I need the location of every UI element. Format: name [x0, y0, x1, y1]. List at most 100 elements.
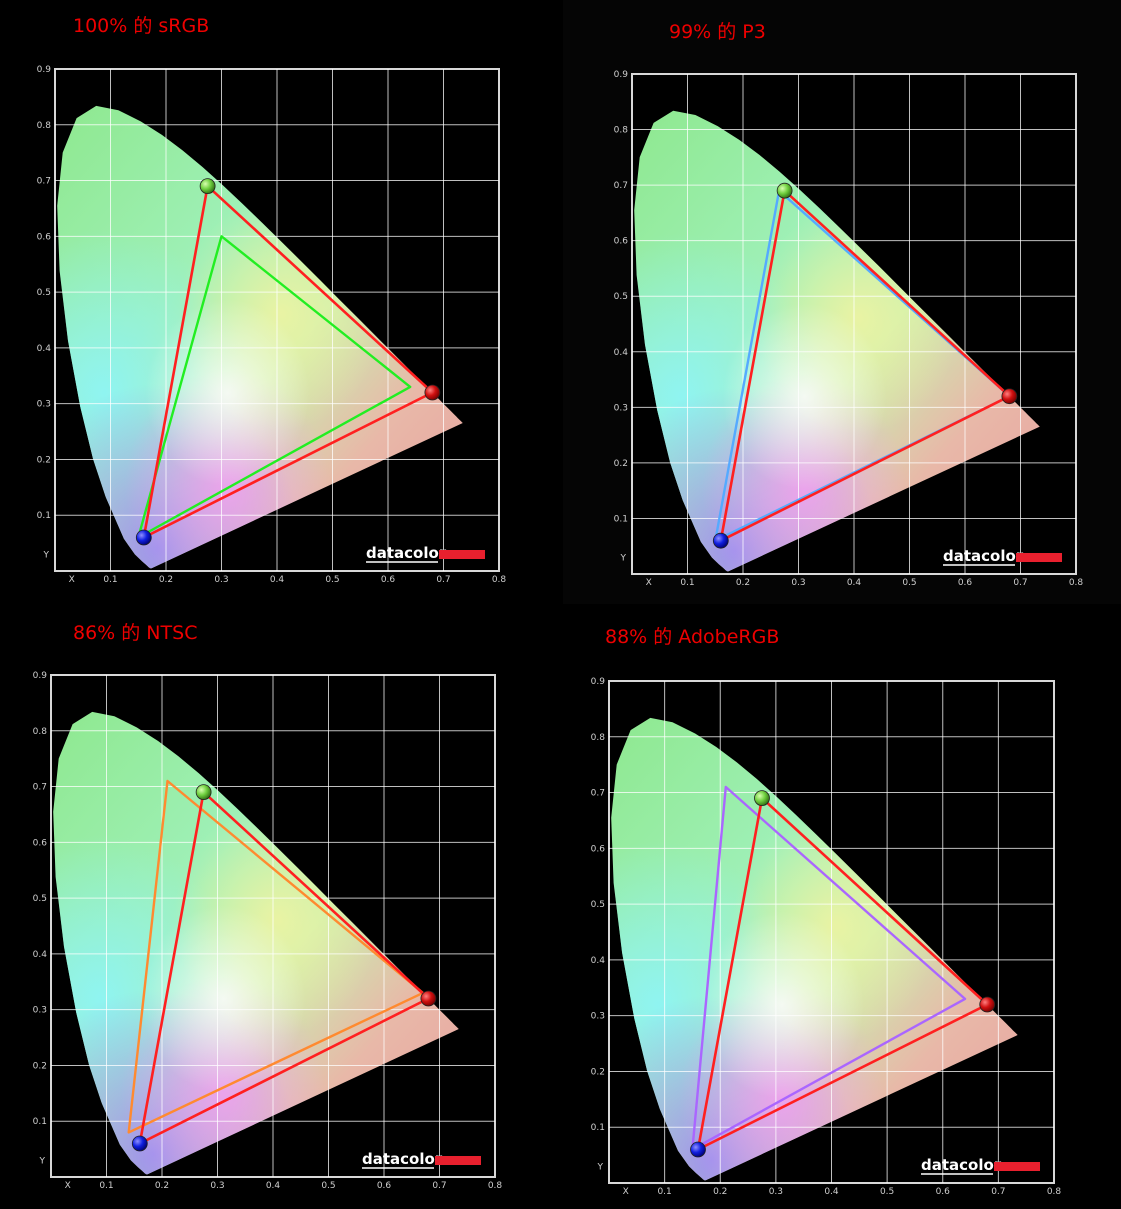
panel-title: 88% 的 AdobeRGB — [605, 626, 780, 648]
panel-srgb: 100% 的 sRGB 0.1 0.2 0.3 0.4 0.5 0.6 0.7 0.8 0.1 0… — [0, 0, 563, 604]
y-tick-label: 0.1 — [37, 511, 51, 521]
y-tick-label: 0.4 — [33, 950, 48, 960]
y-axis-label: Y — [43, 550, 50, 560]
y-tick-label: 0.1 — [33, 1117, 47, 1127]
y-tick-label: 0.5 — [591, 900, 605, 910]
y-tick-label: 0.1 — [614, 514, 628, 524]
datacolor-logo: datacolor — [362, 1150, 443, 1168]
datacolor-logo: datacolor — [366, 544, 447, 562]
panel-adobergb: 88% 的 AdobeRGB 0.1 0.2 0.3 0.4 0.5 0.6 0.7 0.8 0… — [563, 604, 1121, 1209]
primary-marker-blue — [131, 1135, 148, 1152]
x-tick-label: 0.2 — [159, 575, 173, 585]
x-tick-label: 0.3 — [210, 1181, 224, 1191]
panel-ntsc: 86% 的 NTSC 0.1 0.2 0.3 0.4 0.5 0.6 0.7 0.8 0.1 0.… — [0, 604, 563, 1209]
logo-bar — [439, 550, 485, 559]
y-axis-label: Y — [597, 1162, 604, 1172]
y-tick-label: 0.9 — [591, 677, 606, 687]
x-tick-label: 0.7 — [432, 1181, 446, 1191]
primary-marker-blue — [690, 1141, 706, 1158]
x-tick-label: 0.1 — [657, 1187, 671, 1197]
x-axis-label: X — [65, 1181, 71, 1191]
x-tick-label: 0.4 — [266, 1181, 281, 1191]
x-tick-label: 0.6 — [936, 1187, 951, 1197]
chromaticity-chart-ntsc: 0.1 0.2 0.3 0.4 0.5 0.6 0.7 0.8 0.1 0.2 0.3 0.4 0.5 0… — [33, 671, 503, 1191]
gamut-triangle-measured — [719, 189, 1011, 543]
x-tick-label: 0.1 — [680, 578, 694, 588]
y-tick-label: 0.9 — [614, 70, 629, 80]
x-tick-label: 0.8 — [1047, 1187, 1062, 1197]
gamut-triangle-srgb — [137, 235, 412, 539]
x-tick-label: 0.2 — [736, 578, 750, 588]
y-tick-label: 0.8 — [591, 733, 606, 743]
primary-marker-red — [979, 996, 996, 1013]
x-tick-label: 0.3 — [791, 578, 805, 588]
x-tick-label: 0.3 — [214, 575, 228, 585]
chromaticity-chart-adobergb: 0.1 0.2 0.3 0.4 0.5 0.6 0.7 0.8 0.1 0.2 0.3 0.4 0.5 0… — [591, 677, 1062, 1197]
x-tick-label: 0.8 — [488, 1181, 503, 1191]
x-tick-label: 0.7 — [1013, 578, 1027, 588]
y-tick-label: 0.4 — [37, 344, 52, 354]
x-tick-label: 0.6 — [377, 1181, 392, 1191]
x-tick-label: 0.8 — [1069, 578, 1084, 588]
x-tick-label: 0.6 — [381, 575, 396, 585]
y-tick-label: 0.7 — [614, 181, 628, 191]
panel-title: 86% 的 NTSC — [73, 622, 198, 644]
y-tick-label: 0.8 — [37, 121, 52, 131]
primary-marker-red — [1001, 388, 1018, 405]
panel-title: 99% 的 P3 — [669, 21, 766, 43]
y-axis-label: Y — [620, 553, 627, 563]
x-tick-label: 0.4 — [824, 1187, 839, 1197]
y-tick-label: 0.8 — [614, 126, 629, 136]
y-tick-label: 0.6 — [37, 232, 52, 242]
grid — [55, 69, 499, 571]
y-tick-label: 0.5 — [614, 292, 628, 302]
panel-title: 100% 的 sRGB — [73, 15, 210, 37]
x-tick-label: 0.1 — [103, 575, 117, 585]
y-tick-label: 0.3 — [37, 400, 51, 410]
primary-marker-red — [420, 990, 437, 1007]
y-tick-label: 0.4 — [591, 956, 606, 966]
y-tick-label: 0.8 — [33, 727, 48, 737]
x-axis-label: X — [69, 575, 75, 585]
gamut-triangle-adobergb — [691, 785, 967, 1151]
x-tick-label: 0.5 — [321, 1181, 335, 1191]
y-tick-label: 0.5 — [37, 288, 51, 298]
grid — [51, 675, 495, 1177]
x-tick-label: 0.5 — [325, 575, 339, 585]
gamut-triangle-measured — [138, 790, 430, 1145]
y-tick-label: 0.5 — [33, 894, 47, 904]
y-tick-label: 0.2 — [37, 455, 51, 465]
chromaticity-chart-srgb: 0.1 0.2 0.3 0.4 0.5 0.6 0.7 0.8 0.1 0.2 0.3 0.4 0.5 0… — [37, 65, 507, 585]
x-tick-label: 0.5 — [880, 1187, 894, 1197]
x-tick-label: 0.6 — [958, 578, 973, 588]
x-tick-label: 0.2 — [713, 1187, 727, 1197]
primary-marker-blue — [135, 529, 152, 546]
gamut-triangle-measured — [696, 796, 989, 1151]
x-axis-label: X — [623, 1187, 629, 1197]
datacolor-logo: datacolor — [943, 547, 1024, 565]
y-tick-label: 0.9 — [37, 65, 52, 75]
logo-bar — [1016, 553, 1062, 562]
y-tick-label: 0.6 — [591, 844, 606, 854]
y-tick-label: 0.7 — [33, 783, 47, 793]
y-tick-label: 0.2 — [614, 459, 628, 469]
y-tick-label: 0.1 — [591, 1123, 605, 1133]
primary-marker-green — [199, 178, 216, 195]
x-tick-label: 0.1 — [99, 1181, 113, 1191]
primary-marker-green — [195, 784, 212, 801]
x-tick-label: 0.4 — [270, 575, 285, 585]
y-tick-label: 0.9 — [33, 671, 48, 681]
x-tick-label: 0.2 — [155, 1181, 169, 1191]
y-tick-label: 0.3 — [614, 403, 628, 413]
primary-marker-green — [754, 790, 770, 807]
y-tick-label: 0.3 — [33, 1006, 47, 1016]
x-tick-label: 0.5 — [902, 578, 916, 588]
logo-bar — [994, 1162, 1040, 1171]
y-tick-label: 0.2 — [33, 1061, 47, 1071]
x-tick-label: 0.3 — [769, 1187, 783, 1197]
y-tick-label: 0.7 — [37, 177, 51, 187]
y-tick-label: 0.4 — [614, 348, 629, 358]
gamut-triangle-ntsc — [127, 779, 425, 1134]
x-tick-label: 0.4 — [847, 578, 862, 588]
x-tick-label: 0.7 — [436, 575, 450, 585]
